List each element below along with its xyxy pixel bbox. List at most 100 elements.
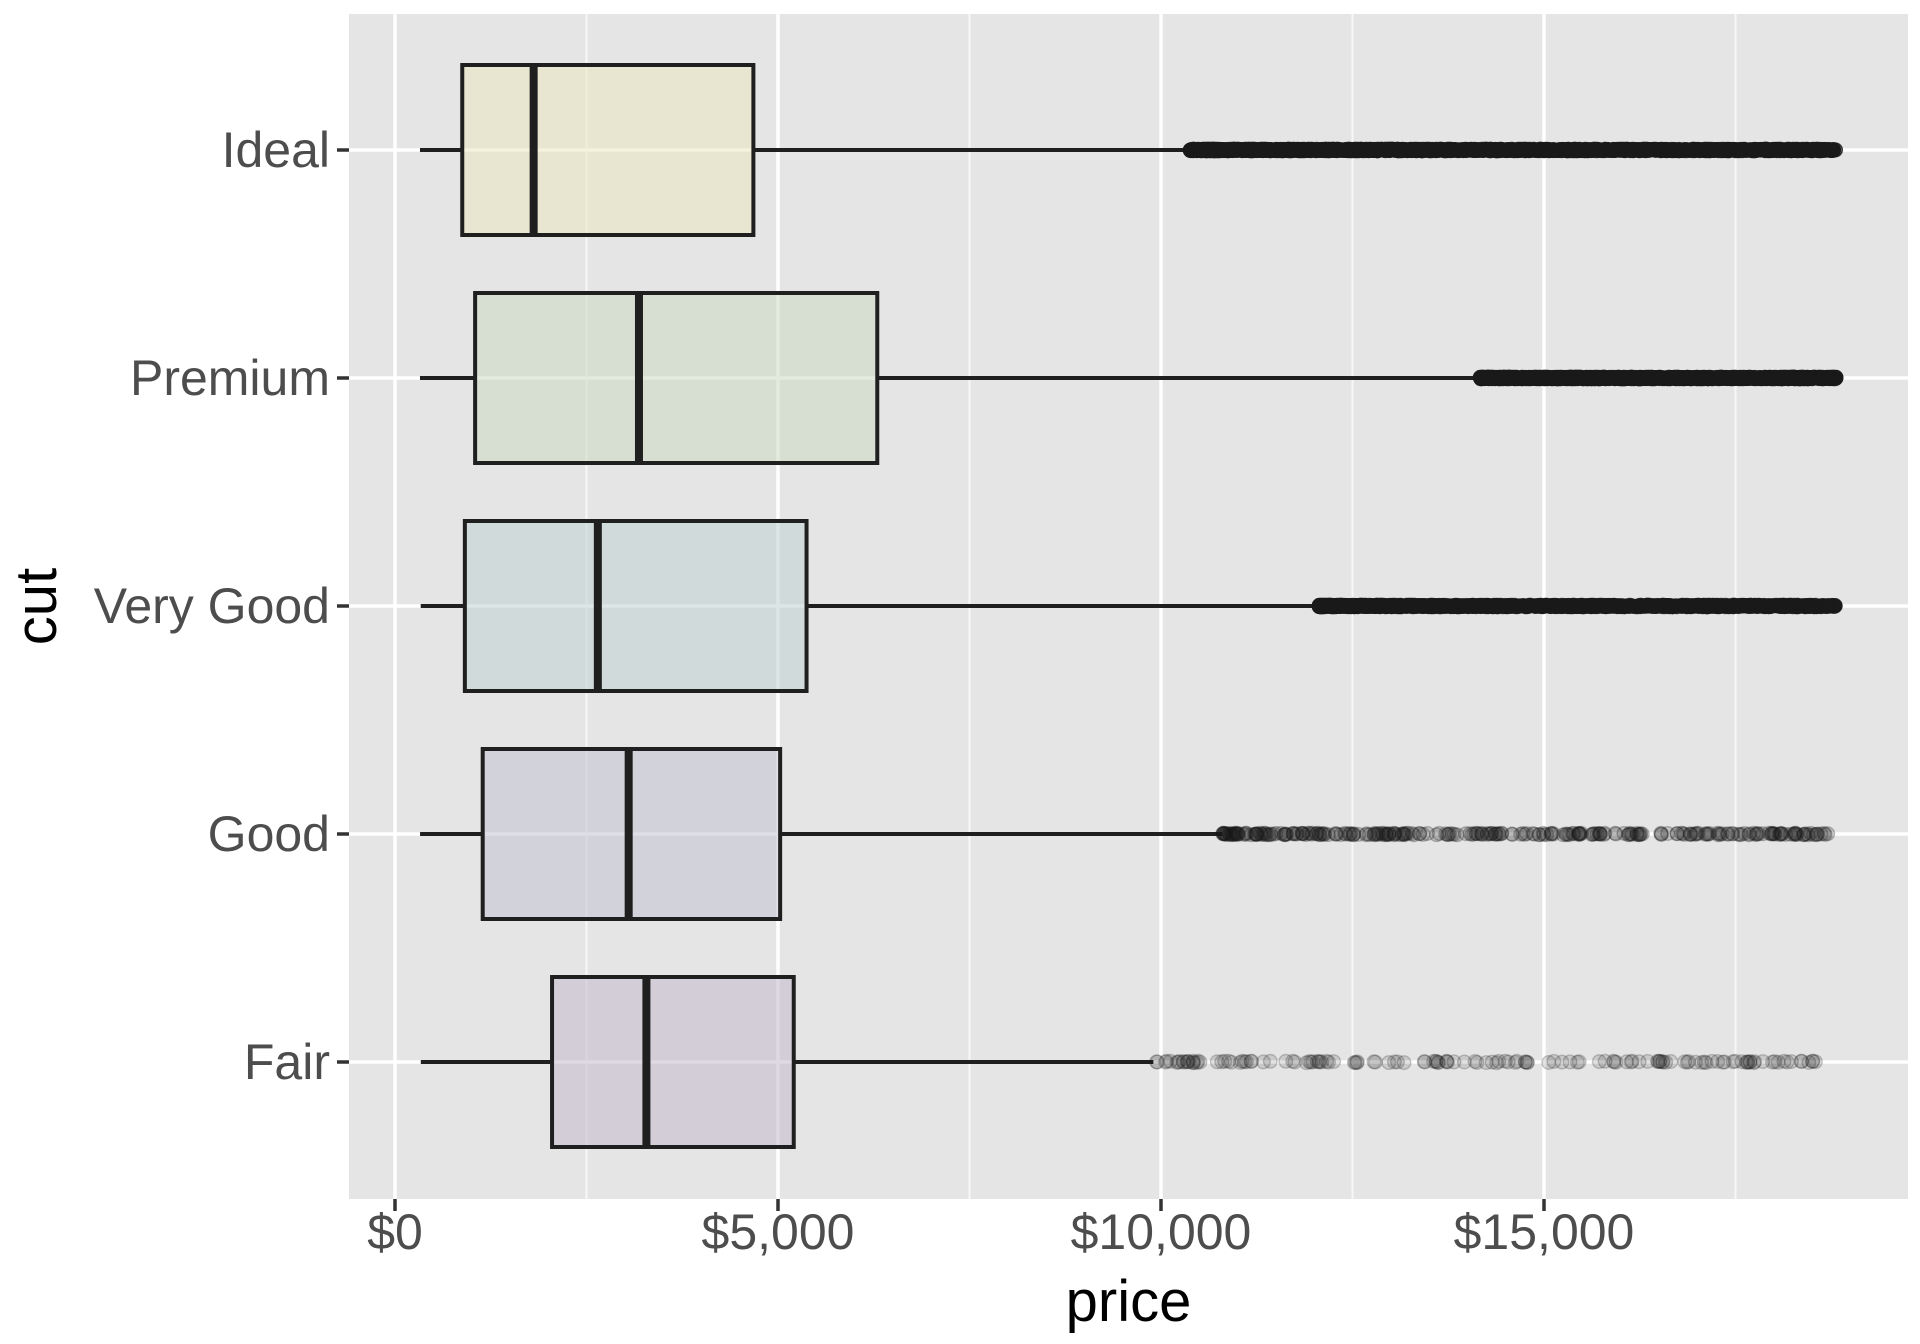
outlier-point: [1349, 1054, 1365, 1070]
outlier-point: [1390, 143, 1406, 159]
outlier-point: [1650, 1054, 1666, 1070]
outlier-point: [1560, 598, 1576, 614]
outlier-point: [1819, 598, 1835, 614]
x-axis-title: price: [1066, 1269, 1192, 1334]
outlier-point: [1585, 142, 1601, 158]
outlier-point: [1491, 826, 1507, 842]
outlier-point: [1439, 827, 1455, 843]
outlier-point: [1504, 370, 1520, 386]
outlier-point: [1684, 371, 1700, 387]
x-tick-label-2: $10,000: [1071, 1204, 1252, 1260]
outlier-point: [1485, 370, 1501, 386]
outlier-point: [1215, 825, 1231, 841]
outlier-point: [1157, 1054, 1173, 1070]
outlier-point: [1361, 141, 1377, 157]
outlier-point: [1234, 1053, 1250, 1069]
outlier-point: [1445, 598, 1461, 614]
outlier-point: [1327, 142, 1343, 158]
outlier-point: [1795, 142, 1811, 158]
outlier-point: [1605, 598, 1621, 614]
outlier-point: [1466, 142, 1482, 158]
outlier-point: [1337, 598, 1353, 614]
outlier-point: [1700, 370, 1716, 386]
outlier-point: [1590, 598, 1606, 614]
outlier-point: [1585, 826, 1601, 842]
outlier-point: [1571, 825, 1587, 841]
outlier-point: [1803, 597, 1819, 613]
outlier-point: [1214, 1054, 1230, 1070]
outlier-point: [1519, 1054, 1535, 1070]
outlier-point: [1751, 370, 1767, 386]
outlier-point: [1432, 142, 1448, 158]
outlier-point: [1591, 1054, 1607, 1070]
outlier-trail-good: [1215, 825, 1836, 843]
outlier-point: [1715, 1054, 1731, 1070]
outlier-point: [1309, 141, 1325, 157]
outlier-point: [1793, 1053, 1809, 1069]
outlier-point: [1624, 1053, 1640, 1069]
x-tick-label-0: $0: [367, 1204, 423, 1260]
outlier-trail-fair: [1148, 1053, 1823, 1071]
outlier-trail-ideal: [1182, 141, 1843, 159]
outlier-point: [1615, 141, 1631, 157]
outlier-point: [1669, 370, 1685, 386]
outlier-point: [1628, 370, 1644, 386]
outlier-point: [1713, 370, 1729, 386]
outlier-trail-very-good: [1311, 597, 1843, 615]
outlier-point: [1643, 369, 1659, 385]
outlier-point: [1587, 371, 1603, 387]
outlier-point: [1669, 826, 1685, 842]
outlier-point: [1710, 143, 1726, 159]
outlier-point: [1326, 1054, 1342, 1070]
outlier-point: [1677, 1054, 1693, 1070]
outlier-point: [1742, 1054, 1758, 1070]
outlier-point: [1807, 1054, 1823, 1070]
outlier-point: [1741, 827, 1757, 843]
outlier-point: [1462, 826, 1478, 842]
outlier-point: [1478, 1055, 1494, 1071]
outlier-point: [1820, 370, 1836, 386]
outlier-point: [1171, 1053, 1187, 1069]
outlier-point: [1420, 598, 1436, 614]
y-tick-label-good: Good: [208, 806, 330, 862]
outlier-point: [1288, 826, 1304, 842]
outlier-point: [1507, 599, 1523, 615]
outlier-point: [1340, 141, 1356, 157]
outlier-point: [1694, 142, 1710, 158]
outlier-point: [1497, 1053, 1513, 1069]
outlier-point: [1561, 370, 1577, 386]
outlier-point: [1558, 827, 1574, 843]
outlier-point: [1636, 141, 1652, 157]
outlier-point: [1630, 827, 1646, 843]
outlier-point: [1546, 1053, 1562, 1069]
outlier-point: [1481, 598, 1497, 614]
outlier-point: [1495, 142, 1511, 158]
outlier-point: [1526, 142, 1542, 158]
outlier-point: [1366, 1054, 1382, 1070]
outlier-point: [1755, 597, 1771, 613]
outlier-point: [1548, 370, 1564, 386]
outlier-point: [1820, 141, 1836, 157]
outlier-point: [1329, 826, 1345, 842]
outlier-point: [1419, 826, 1435, 842]
outlier-point: [1658, 598, 1674, 614]
outlier-point: [1735, 369, 1751, 385]
y-tick-label-premium: Premium: [130, 350, 330, 406]
outlier-point: [1287, 1054, 1303, 1070]
outlier-point: [1194, 142, 1210, 158]
x-tick-label-3: $15,000: [1454, 1204, 1635, 1260]
outlier-point: [1376, 598, 1392, 614]
x-tick-label-1: $5,000: [702, 1204, 855, 1260]
outlier-point: [1450, 142, 1466, 158]
outlier-point: [1301, 825, 1317, 841]
outlier-point: [1358, 598, 1374, 614]
box-ideal: [460, 63, 756, 237]
box-fair: [550, 975, 796, 1149]
y-tick-label-very-good: Very Good: [94, 578, 330, 634]
outlier-point: [1569, 1054, 1585, 1070]
outlier-point: [1707, 598, 1723, 614]
outlier-point: [1798, 826, 1814, 842]
outlier-point: [1756, 141, 1772, 157]
outlier-point: [1543, 826, 1559, 842]
